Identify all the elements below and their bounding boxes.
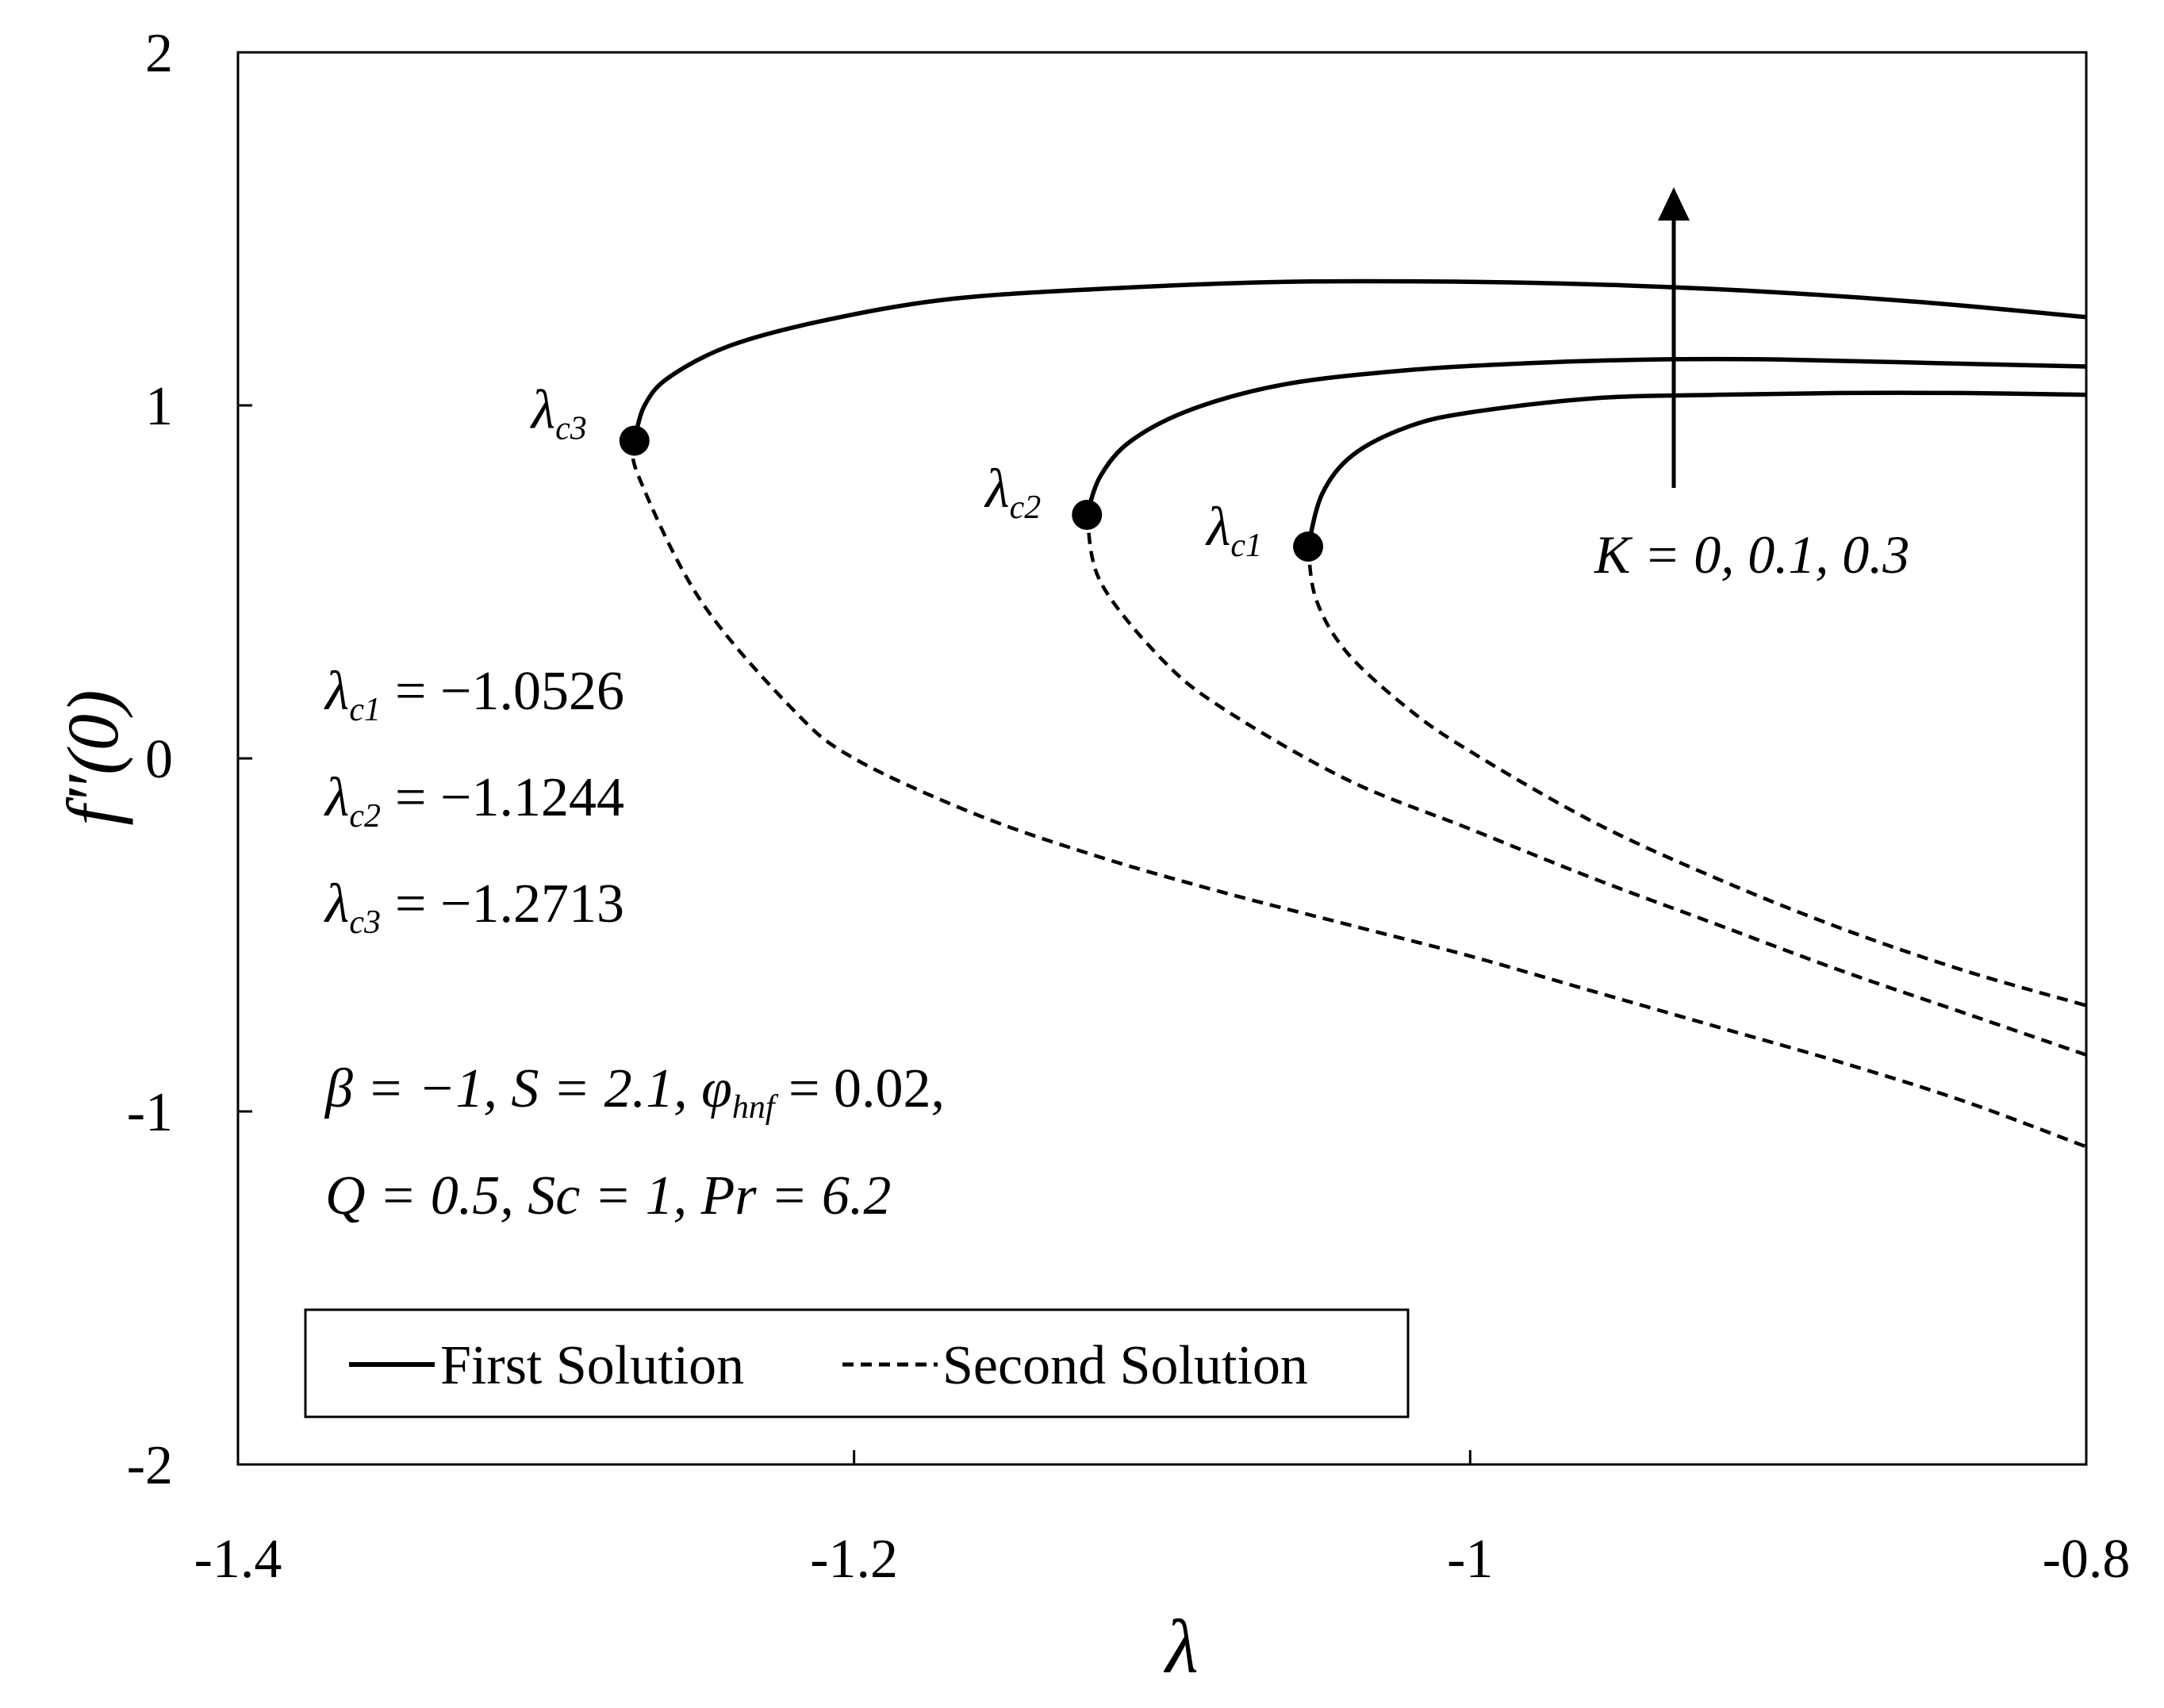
second-solution-curve [1306, 546, 2087, 1008]
first-solution-curve [1084, 356, 2087, 516]
params-line-1-end: = 0.02, [774, 1058, 944, 1119]
turning-point-marker [619, 425, 650, 456]
axes: -1.4 -1.2 -1 -0.8 -2 -1 0 1 2 [127, 23, 2131, 1590]
x-tick-label: -1 [1447, 1529, 1493, 1590]
x-tick-label: -0.8 [2043, 1529, 2131, 1590]
x-tick-label: -1.4 [194, 1529, 282, 1590]
parameters: β = −1, S = 2.1, φhnf = 0.02, Q = 0.5, S… [324, 1058, 945, 1226]
first-solution-curve [1306, 390, 2087, 547]
turning-point-markers: λc1 λc2 λc3 [530, 380, 1324, 564]
x-axis-title: λ [1163, 1604, 1199, 1689]
critical-value-3-text: = −1.2713 [395, 873, 624, 935]
plot-area-frame [236, 51, 2088, 1466]
y-tick-label: 0 [145, 729, 173, 790]
critical-value-1-sub: c1 [349, 692, 381, 728]
critical-value-2: λc2 = −1.1244 [324, 767, 624, 835]
second-solution-curve [1085, 514, 2087, 1057]
critical-value-1: λc1 = −1.0526 [324, 661, 624, 728]
k-arrow [1658, 187, 1690, 488]
legend-second-label: Second Solution [942, 1335, 1308, 1396]
params-line-1-main: β = −1, S = 2.1, φ [324, 1058, 732, 1119]
first-solution-curve [632, 278, 2087, 442]
x-tick-label: -1.2 [810, 1529, 898, 1590]
turning-point-label: λc2 [984, 459, 1041, 526]
critical-value-2-symbol: λ [324, 767, 349, 828]
params-line-1-sub: hnf [732, 1089, 779, 1126]
k-arrow-head [1658, 187, 1690, 221]
critical-value-1-text: = −1.0526 [395, 661, 624, 722]
k-arrow-label: K = 0, 0.1, 0.3 [1594, 524, 1909, 585]
legend: First Solution Second Solution [304, 1308, 1410, 1418]
critical-value-3-symbol: λ [324, 873, 349, 935]
params-line-1: β = −1, S = 2.1, φhnf = 0.02, [324, 1058, 945, 1126]
y-tick-label: -2 [127, 1435, 173, 1496]
critical-value-1-symbol: λ [324, 661, 349, 722]
critical-value-3: λc3 = −1.2713 [324, 873, 624, 941]
critical-value-2-text: = −1.1244 [395, 767, 624, 828]
critical-values: λc1 = −1.0526 λc2 = −1.1244 λc3 = −1.2713 [324, 661, 624, 941]
y-tick-label: 2 [145, 23, 173, 84]
y-tick-label: 1 [145, 376, 173, 437]
params-line-2: Q = 0.5, Sc = 1, Pr = 6.2 [325, 1165, 891, 1226]
legend-first-label: First Solution [440, 1335, 744, 1396]
turning-point-marker [1293, 532, 1324, 562]
critical-value-2-sub: c2 [349, 798, 381, 835]
turning-point-label: λc1 [1205, 497, 1262, 564]
y-tick-label: -1 [127, 1082, 173, 1143]
turning-point-label: λc3 [530, 380, 587, 447]
legend-box [304, 1308, 1410, 1418]
y-axis-title: f″(0) [52, 689, 133, 825]
curves [631, 278, 2087, 1149]
turning-point-marker [1072, 499, 1103, 530]
critical-value-3-sub: c3 [349, 904, 381, 941]
second-solution-curve [631, 440, 2087, 1149]
